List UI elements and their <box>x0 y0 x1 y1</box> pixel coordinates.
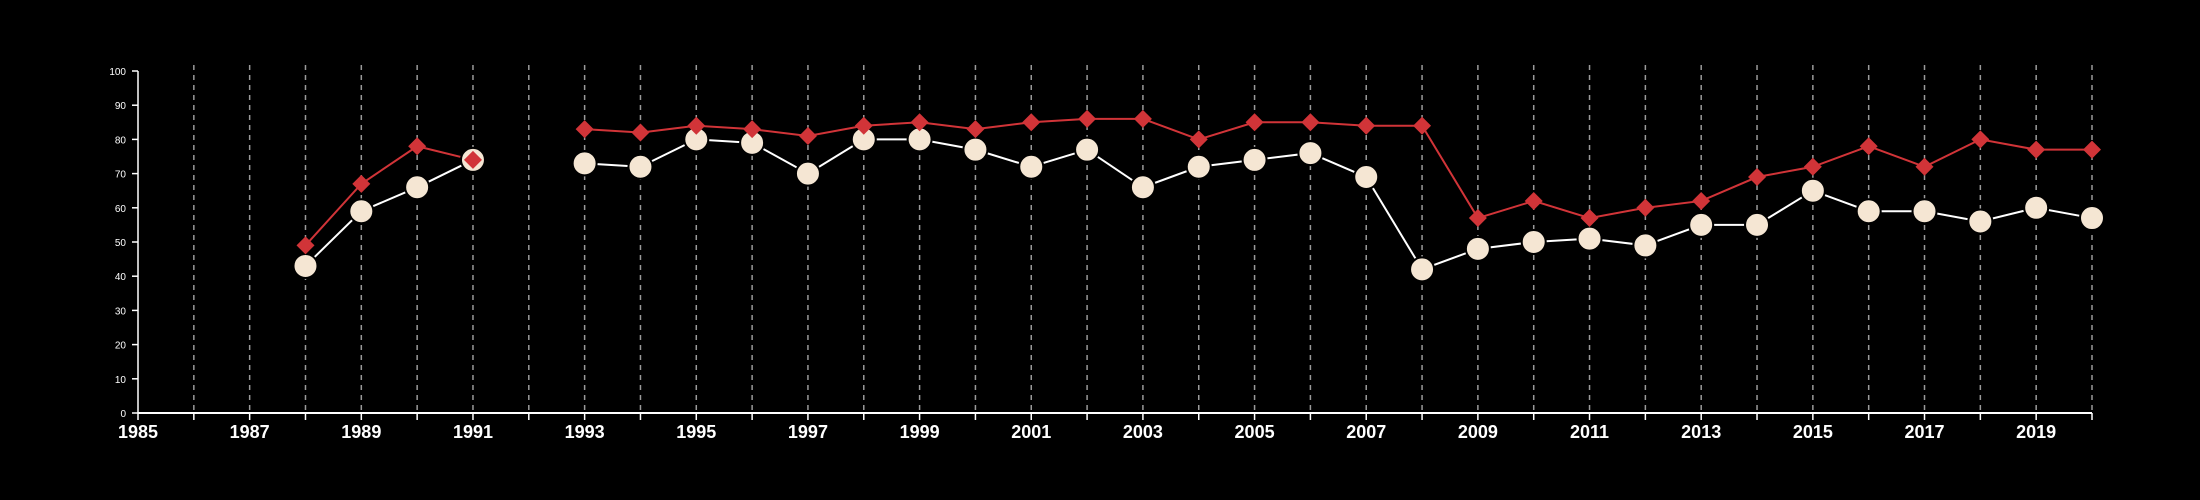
circle-marker <box>348 198 375 225</box>
diamond-marker <box>1245 113 1264 132</box>
diamond-marker <box>1301 113 1320 132</box>
circle-marker <box>1744 211 1771 238</box>
circle-marker <box>962 136 989 163</box>
diamond-marker <box>1078 109 1097 128</box>
circle-marker <box>794 160 821 187</box>
x-tick-label: 2007 <box>1346 422 1386 442</box>
circle-marker <box>1911 198 1938 225</box>
circle-marker <box>1855 198 1882 225</box>
y-tick-label: 100 <box>109 67 126 78</box>
circle-marker <box>1520 229 1547 255</box>
x-tick-label: 2013 <box>1681 422 1721 442</box>
x-tick-label: 1987 <box>230 422 270 442</box>
circle-marker <box>1129 174 1156 201</box>
diamond-marker <box>1468 209 1487 228</box>
circle-marker <box>1576 225 1603 252</box>
y-tick-label: 80 <box>115 135 127 146</box>
y-tick-label: 70 <box>115 170 127 181</box>
diamond-marker <box>296 236 315 255</box>
diamond-marker <box>1915 157 1934 176</box>
axes: 0 10 20 30 40 50 60 70 80 90 100 1985 1987 1989 1991 19… <box>109 67 2093 442</box>
x-tick-label: 1985 <box>118 422 158 442</box>
circle-marker <box>1409 256 1436 283</box>
circle-marker <box>1353 164 1380 191</box>
diamond-marker <box>1692 191 1711 210</box>
diamond-marker <box>352 174 371 193</box>
diamond-marker <box>798 126 817 145</box>
diamond-marker <box>910 113 929 132</box>
circle-marker <box>1799 177 1826 204</box>
x-tick-label: 2003 <box>1123 422 1163 442</box>
diamond-marker <box>1580 209 1599 228</box>
diamond-marker <box>631 123 650 142</box>
diamond-marker <box>408 137 427 156</box>
diamond-marker <box>966 120 985 139</box>
circle-marker <box>627 153 654 180</box>
circle-marker <box>1241 146 1268 173</box>
series-line <box>304 159 474 267</box>
y-tick-label: 90 <box>115 101 127 112</box>
diamond-marker <box>1748 168 1767 187</box>
x-tick-label: 2001 <box>1011 422 1051 442</box>
diamond-marker <box>2083 140 2101 159</box>
diamond-marker <box>1357 116 1376 135</box>
circle-marker <box>2023 194 2050 221</box>
x-tick-label: 1991 <box>453 422 493 442</box>
x-tick-label: 1993 <box>565 422 605 442</box>
diamond-marker <box>743 120 762 139</box>
x-tick-label: 1989 <box>341 422 381 442</box>
diamond-marker <box>1859 137 1878 156</box>
diamond-marker <box>1189 130 1208 149</box>
x-tick-label: 1999 <box>900 422 940 442</box>
y-tick-label: 10 <box>115 375 127 386</box>
y-tick-label: 50 <box>115 238 127 249</box>
y-tick-label: 20 <box>115 341 127 352</box>
x-tick-label: 2005 <box>1235 422 1275 442</box>
diamond-marker <box>1636 198 1655 217</box>
diamond-marker <box>1022 113 1041 132</box>
y-tick-label: 40 <box>115 272 127 283</box>
series-line <box>584 138 2093 271</box>
diamond-marker <box>1971 130 1990 149</box>
circle-marker <box>1297 140 1324 167</box>
x-tick-label: 1995 <box>676 422 716 442</box>
x-tick-label: 2009 <box>1458 422 1498 442</box>
circle-marker <box>1967 208 1994 235</box>
x-tick-label: 2015 <box>1793 422 1833 442</box>
circle-marker <box>1074 136 1101 163</box>
x-tick-label: 2017 <box>1904 422 1944 442</box>
circle-marker <box>2079 205 2105 232</box>
x-tick-label: 2019 <box>2016 422 2056 442</box>
circle-marker <box>1018 153 1045 180</box>
diamond-marker <box>1524 191 1543 210</box>
circle-marker <box>1464 235 1491 262</box>
x-tick-label: 1997 <box>788 422 828 442</box>
y-tick-label: 30 <box>115 306 127 317</box>
diamond-marker <box>854 116 873 135</box>
x-tick-label: 2011 <box>1570 422 1609 442</box>
series-lines <box>304 117 2093 271</box>
diamond-marker <box>463 150 482 169</box>
circle-marker <box>404 174 431 201</box>
diamond-marker <box>1803 157 1822 176</box>
y-tick-label: 0 <box>120 409 126 420</box>
diamond-marker <box>575 120 594 139</box>
circle-marker <box>571 150 598 177</box>
series-line <box>584 117 2092 220</box>
circle-marker <box>1688 211 1715 238</box>
series-line <box>304 145 474 247</box>
circle-marker <box>1185 153 1212 180</box>
diamond-marker <box>1133 109 1152 128</box>
diamond-marker <box>2027 140 2046 159</box>
diamond-marker <box>1413 116 1432 135</box>
circle-marker <box>292 252 319 279</box>
series-markers <box>292 109 2105 283</box>
circle-marker <box>1632 232 1659 259</box>
y-tick-label: 60 <box>115 204 127 215</box>
diamond-marker <box>687 116 706 135</box>
